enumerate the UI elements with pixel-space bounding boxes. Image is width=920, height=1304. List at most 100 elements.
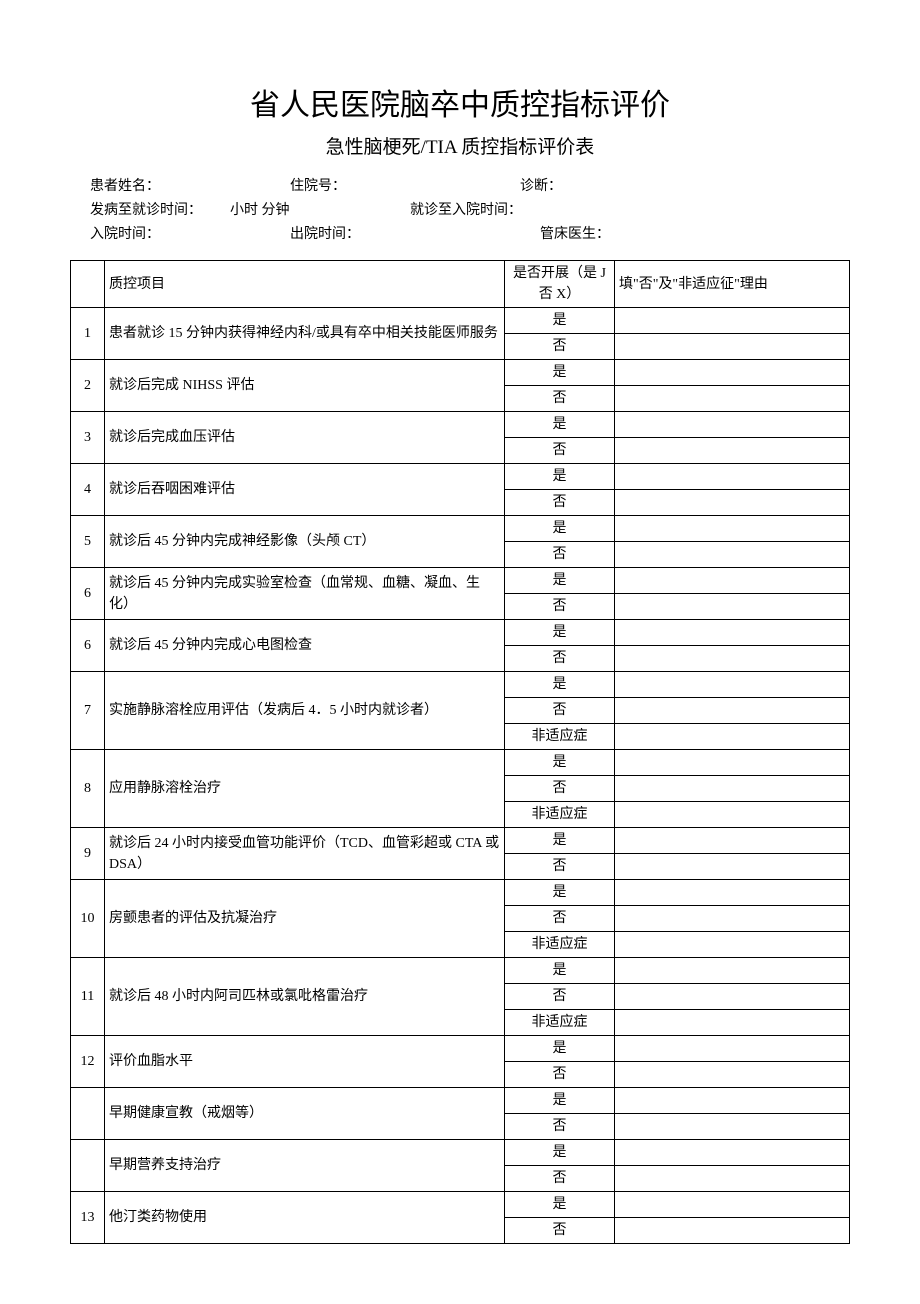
reason-cell[interactable] xyxy=(615,542,850,568)
option-cell-yes[interactable]: 是 xyxy=(505,828,615,854)
reason-cell[interactable] xyxy=(615,308,850,334)
table-row: 8应用静脉溶栓治疗是 xyxy=(71,750,850,776)
option-cell-yes[interactable]: 是 xyxy=(505,568,615,594)
row-number: 1 xyxy=(71,308,105,360)
option-cell-yes[interactable]: 是 xyxy=(505,1192,615,1218)
patient-info-block: 患者姓名： 住院号： 诊断： 发病至就诊时间： 小时 分钟 就诊至入院时间： 入… xyxy=(70,175,850,246)
option-cell-yes[interactable]: 是 xyxy=(505,1088,615,1114)
reason-cell[interactable] xyxy=(615,776,850,802)
option-cell-yes[interactable]: 是 xyxy=(505,750,615,776)
table-row: 早期营养支持治疗是 xyxy=(71,1140,850,1166)
table-row: 9就诊后 24 小时内接受血管功能评价（TCD、血管彩超或 CTA 或 DSA）… xyxy=(71,828,850,854)
option-cell-no[interactable]: 否 xyxy=(505,776,615,802)
option-cell-no[interactable]: 否 xyxy=(505,906,615,932)
reason-cell[interactable] xyxy=(615,1088,850,1114)
row-number: 6 xyxy=(71,568,105,620)
option-cell-no[interactable]: 否 xyxy=(505,490,615,516)
header-reason: 填"否"及"非适应征"理由 xyxy=(615,261,850,308)
reason-cell[interactable] xyxy=(615,932,850,958)
row-number: 12 xyxy=(71,1036,105,1088)
reason-cell[interactable] xyxy=(615,412,850,438)
reason-cell[interactable] xyxy=(615,1192,850,1218)
reason-cell[interactable] xyxy=(615,438,850,464)
reason-cell[interactable] xyxy=(615,620,850,646)
row-number: 13 xyxy=(71,1192,105,1244)
reason-cell[interactable] xyxy=(615,698,850,724)
discharge-time-label: 出院时间： xyxy=(290,223,540,247)
qc-item-text: 早期健康宣教（戒烟等） xyxy=(105,1088,505,1140)
reason-cell[interactable] xyxy=(615,594,850,620)
reason-cell[interactable] xyxy=(615,1166,850,1192)
option-cell-yes[interactable]: 是 xyxy=(505,464,615,490)
option-cell-yes[interactable]: 是 xyxy=(505,308,615,334)
reason-cell[interactable] xyxy=(615,802,850,828)
reason-cell[interactable] xyxy=(615,880,850,906)
reason-cell[interactable] xyxy=(615,334,850,360)
reason-cell[interactable] xyxy=(615,984,850,1010)
reason-cell[interactable] xyxy=(615,1140,850,1166)
reason-cell[interactable] xyxy=(615,490,850,516)
option-cell-no[interactable]: 否 xyxy=(505,542,615,568)
reason-cell[interactable] xyxy=(615,906,850,932)
qc-item-text: 评价血脂水平 xyxy=(105,1036,505,1088)
option-cell-no[interactable]: 否 xyxy=(505,1114,615,1140)
option-cell-no[interactable]: 否 xyxy=(505,984,615,1010)
header-opt: 是否开展（是 J 否 X） xyxy=(505,261,615,308)
reason-cell[interactable] xyxy=(615,750,850,776)
admit-time-label: 入院时间： xyxy=(90,223,290,247)
reason-cell[interactable] xyxy=(615,516,850,542)
reason-cell[interactable] xyxy=(615,1114,850,1140)
option-cell-no[interactable]: 否 xyxy=(505,594,615,620)
inpatient-no-label: 住院号： xyxy=(290,175,520,199)
option-cell-no[interactable]: 否 xyxy=(505,698,615,724)
option-cell-yes[interactable]: 是 xyxy=(505,620,615,646)
option-cell-no[interactable]: 否 xyxy=(505,1062,615,1088)
option-cell-no[interactable]: 否 xyxy=(505,386,615,412)
reason-cell[interactable] xyxy=(615,1010,850,1036)
reason-cell[interactable] xyxy=(615,854,850,880)
option-cell-yes[interactable]: 是 xyxy=(505,412,615,438)
table-row: 6就诊后 45 分钟内完成心电图检查是 xyxy=(71,620,850,646)
row-number: 11 xyxy=(71,958,105,1036)
row-number: 5 xyxy=(71,516,105,568)
reason-cell[interactable] xyxy=(615,724,850,750)
option-cell-yes[interactable]: 是 xyxy=(505,672,615,698)
reason-cell[interactable] xyxy=(615,646,850,672)
option-cell-no[interactable]: 否 xyxy=(505,646,615,672)
reason-cell[interactable] xyxy=(615,386,850,412)
header-item: 质控项目 xyxy=(105,261,505,308)
reason-cell[interactable] xyxy=(615,1036,850,1062)
option-cell-no[interactable]: 否 xyxy=(505,334,615,360)
option-cell-yes[interactable]: 是 xyxy=(505,1036,615,1062)
option-cell-na[interactable]: 非适应症 xyxy=(505,1010,615,1036)
option-cell-na[interactable]: 非适应症 xyxy=(505,724,615,750)
option-cell-yes[interactable]: 是 xyxy=(505,1140,615,1166)
option-cell-yes[interactable]: 是 xyxy=(505,880,615,906)
reason-cell[interactable] xyxy=(615,672,850,698)
option-cell-na[interactable]: 非适应症 xyxy=(505,932,615,958)
reason-cell[interactable] xyxy=(615,1218,850,1244)
visit-to-admit-label: 就诊至入院时间： xyxy=(410,199,522,223)
table-row: 7实施静脉溶栓应用评估（发病后 4．5 小时内就诊者）是 xyxy=(71,672,850,698)
reason-cell[interactable] xyxy=(615,1062,850,1088)
reason-cell[interactable] xyxy=(615,828,850,854)
qc-item-text: 就诊后完成 NIHSS 评估 xyxy=(105,360,505,412)
table-row: 10房颤患者的评估及抗凝治疗是 xyxy=(71,880,850,906)
reason-cell[interactable] xyxy=(615,360,850,386)
onset-to-visit-unit: 小时 分钟 xyxy=(230,199,410,223)
reason-cell[interactable] xyxy=(615,958,850,984)
option-cell-no[interactable]: 否 xyxy=(505,1218,615,1244)
table-row: 11就诊后 48 小时内阿司匹林或氯吡格雷治疗是 xyxy=(71,958,850,984)
option-cell-yes[interactable]: 是 xyxy=(505,958,615,984)
option-cell-no[interactable]: 否 xyxy=(505,854,615,880)
reason-cell[interactable] xyxy=(615,568,850,594)
option-cell-yes[interactable]: 是 xyxy=(505,360,615,386)
option-cell-no[interactable]: 否 xyxy=(505,1166,615,1192)
row-number xyxy=(71,1140,105,1192)
option-cell-no[interactable]: 否 xyxy=(505,438,615,464)
row-number: 8 xyxy=(71,750,105,828)
option-cell-na[interactable]: 非适应症 xyxy=(505,802,615,828)
info-row-2: 发病至就诊时间： 小时 分钟 就诊至入院时间： xyxy=(90,199,850,223)
reason-cell[interactable] xyxy=(615,464,850,490)
option-cell-yes[interactable]: 是 xyxy=(505,516,615,542)
